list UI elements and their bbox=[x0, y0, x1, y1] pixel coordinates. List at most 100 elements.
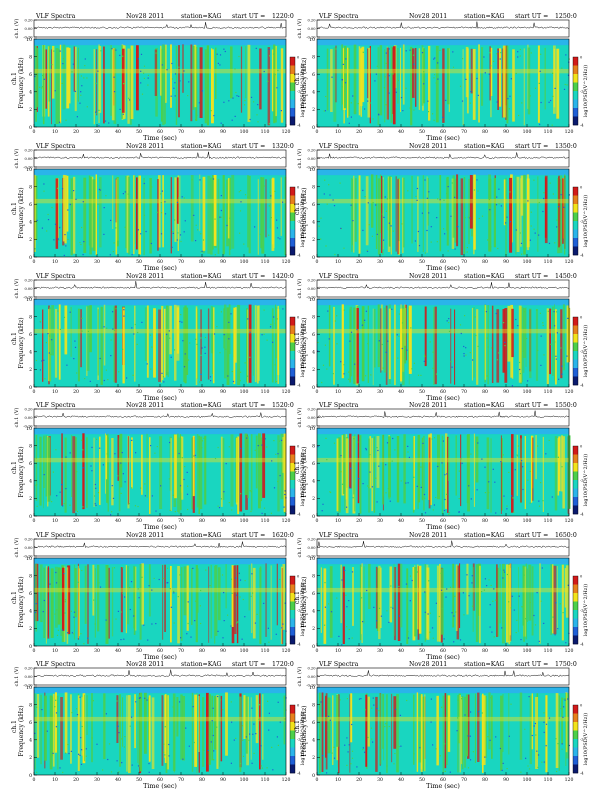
waveform-trace bbox=[316, 152, 569, 159]
spectrogram-speckle bbox=[79, 102, 81, 104]
spectrogram-speckle bbox=[160, 485, 162, 487]
spectrogram-speckle bbox=[110, 514, 112, 516]
spectrogram-speckle bbox=[179, 485, 182, 487]
spectrogram-speckle bbox=[357, 103, 359, 105]
spectrogram-speckle bbox=[475, 334, 477, 337]
spectrogram-streak bbox=[133, 565, 136, 629]
spectrogram-streak bbox=[162, 44, 165, 125]
spectrogram-speckle bbox=[230, 625, 232, 627]
spectrogram-speckle bbox=[166, 567, 169, 569]
spectrogram-speckle bbox=[183, 231, 185, 233]
x-tick-label: 60 bbox=[157, 129, 163, 135]
spectrogram-speckle bbox=[123, 309, 125, 311]
spectrogram-speckle bbox=[351, 571, 354, 573]
spectrogram-speckle bbox=[155, 52, 157, 54]
spectrogram-speckle bbox=[340, 455, 342, 457]
spectrogram-streak bbox=[259, 48, 262, 110]
x-tick-label: 50 bbox=[136, 259, 142, 265]
spectrogram-speckle bbox=[515, 229, 517, 231]
spectrogram-streak bbox=[43, 567, 46, 639]
spectrogram-streak bbox=[117, 177, 119, 246]
spectrogram-streak bbox=[131, 437, 133, 489]
channel-label: ch.1 bbox=[11, 461, 18, 474]
spectrogram-speckle bbox=[328, 715, 330, 717]
spectrogram-speckle bbox=[61, 484, 63, 486]
spectrogram-streak bbox=[436, 565, 440, 642]
spectrogram-speckle bbox=[39, 320, 41, 322]
spectrogram-speckle bbox=[105, 619, 107, 621]
spectrogram-speckle bbox=[539, 123, 541, 126]
spectrogram-speckle bbox=[335, 48, 337, 50]
colorbar-tick-label: 0 bbox=[297, 575, 300, 579]
colorbar-segment bbox=[290, 505, 295, 515]
spectrogram-speckle bbox=[212, 707, 214, 709]
spectrogram-speckle bbox=[283, 506, 285, 508]
spectrogram-emission-band bbox=[317, 68, 569, 74]
waveform-tick-label: 0.00 bbox=[24, 546, 33, 550]
panel-date: Nov28 2011 bbox=[126, 532, 164, 539]
spectrogram-streak bbox=[352, 567, 354, 626]
spectrogram-streak bbox=[94, 568, 96, 638]
spectrogram-streak bbox=[382, 179, 384, 255]
spectrogram-streak bbox=[520, 438, 522, 504]
waveform-frame bbox=[33, 149, 287, 168]
spectrogram-speckle bbox=[133, 333, 135, 335]
spectrogram-speckle bbox=[417, 230, 419, 233]
spectrogram-streak bbox=[555, 693, 559, 768]
spectrogram-speckle bbox=[202, 239, 205, 241]
spectrogram-streak bbox=[436, 695, 439, 766]
y-tick-label: 8 bbox=[29, 702, 32, 708]
spectrogram-speckle bbox=[490, 65, 492, 67]
spectrogram-speckle bbox=[144, 495, 146, 497]
spectrogram-streak bbox=[182, 44, 184, 93]
spectrogram-speckle bbox=[266, 767, 268, 769]
spectrogram-speckle bbox=[521, 606, 523, 608]
spectrogram-streak bbox=[93, 49, 95, 125]
spectrogram-speckle bbox=[384, 726, 386, 728]
spectrogram-streak bbox=[226, 307, 230, 385]
spectrogram-speckle bbox=[263, 309, 265, 311]
y-tick-label: 8 bbox=[29, 443, 32, 449]
spectrogram-speckle bbox=[200, 337, 202, 339]
spectrogram-speckle bbox=[176, 239, 178, 241]
spectrogram-emission-band bbox=[34, 716, 286, 722]
spectrogram-streak bbox=[228, 304, 231, 354]
spectrogram-speckle bbox=[426, 229, 428, 232]
spectrogram-streak bbox=[179, 175, 181, 240]
panel-start-time: 1650:0 bbox=[555, 532, 577, 539]
spectrogram-speckle bbox=[231, 592, 233, 594]
spectrogram-streak bbox=[118, 438, 121, 512]
spectrogram-streak bbox=[337, 437, 341, 513]
panel-title-prefix: VLF Spectra bbox=[318, 661, 359, 668]
spectrogram-streak bbox=[411, 175, 413, 244]
spectrogram-streak bbox=[372, 308, 374, 386]
spectrogram-speckle bbox=[376, 65, 378, 67]
spectrogram-speckle bbox=[466, 574, 468, 576]
spectrogram-speckle bbox=[401, 322, 404, 324]
y-axis-label: Frequency (kHz) bbox=[18, 57, 25, 108]
spectrogram-speckle bbox=[351, 757, 354, 759]
spectrogram-speckle bbox=[364, 751, 366, 753]
spectrogram-speckle bbox=[180, 637, 182, 639]
spectrogram-streak bbox=[214, 695, 217, 750]
spectrogram-speckle bbox=[200, 622, 202, 625]
spectrogram-speckle bbox=[147, 639, 149, 641]
spectrogram-speckle bbox=[181, 457, 183, 459]
spectrogram-speckle bbox=[423, 493, 426, 496]
spectrogram-speckle bbox=[500, 710, 502, 712]
spectrogram-streak bbox=[271, 49, 275, 112]
panel-start-label: start UT = bbox=[515, 661, 548, 668]
spectrogram-speckle bbox=[283, 697, 285, 699]
spectrogram-speckle bbox=[43, 78, 45, 80]
spectrogram-streak bbox=[45, 435, 48, 497]
spectrogram-speckle bbox=[99, 586, 102, 588]
spectrogram-speckle bbox=[456, 730, 458, 732]
waveform-tick-label: 0.00 bbox=[24, 675, 33, 679]
spectrogram-speckle bbox=[508, 108, 510, 110]
x-tick-label: 80 bbox=[482, 518, 488, 524]
panel-title-prefix: VLF Spectra bbox=[318, 143, 359, 150]
spectrogram-speckle bbox=[124, 481, 126, 483]
spectrogram-speckle bbox=[429, 612, 431, 614]
spectrogram-streak bbox=[151, 697, 155, 769]
